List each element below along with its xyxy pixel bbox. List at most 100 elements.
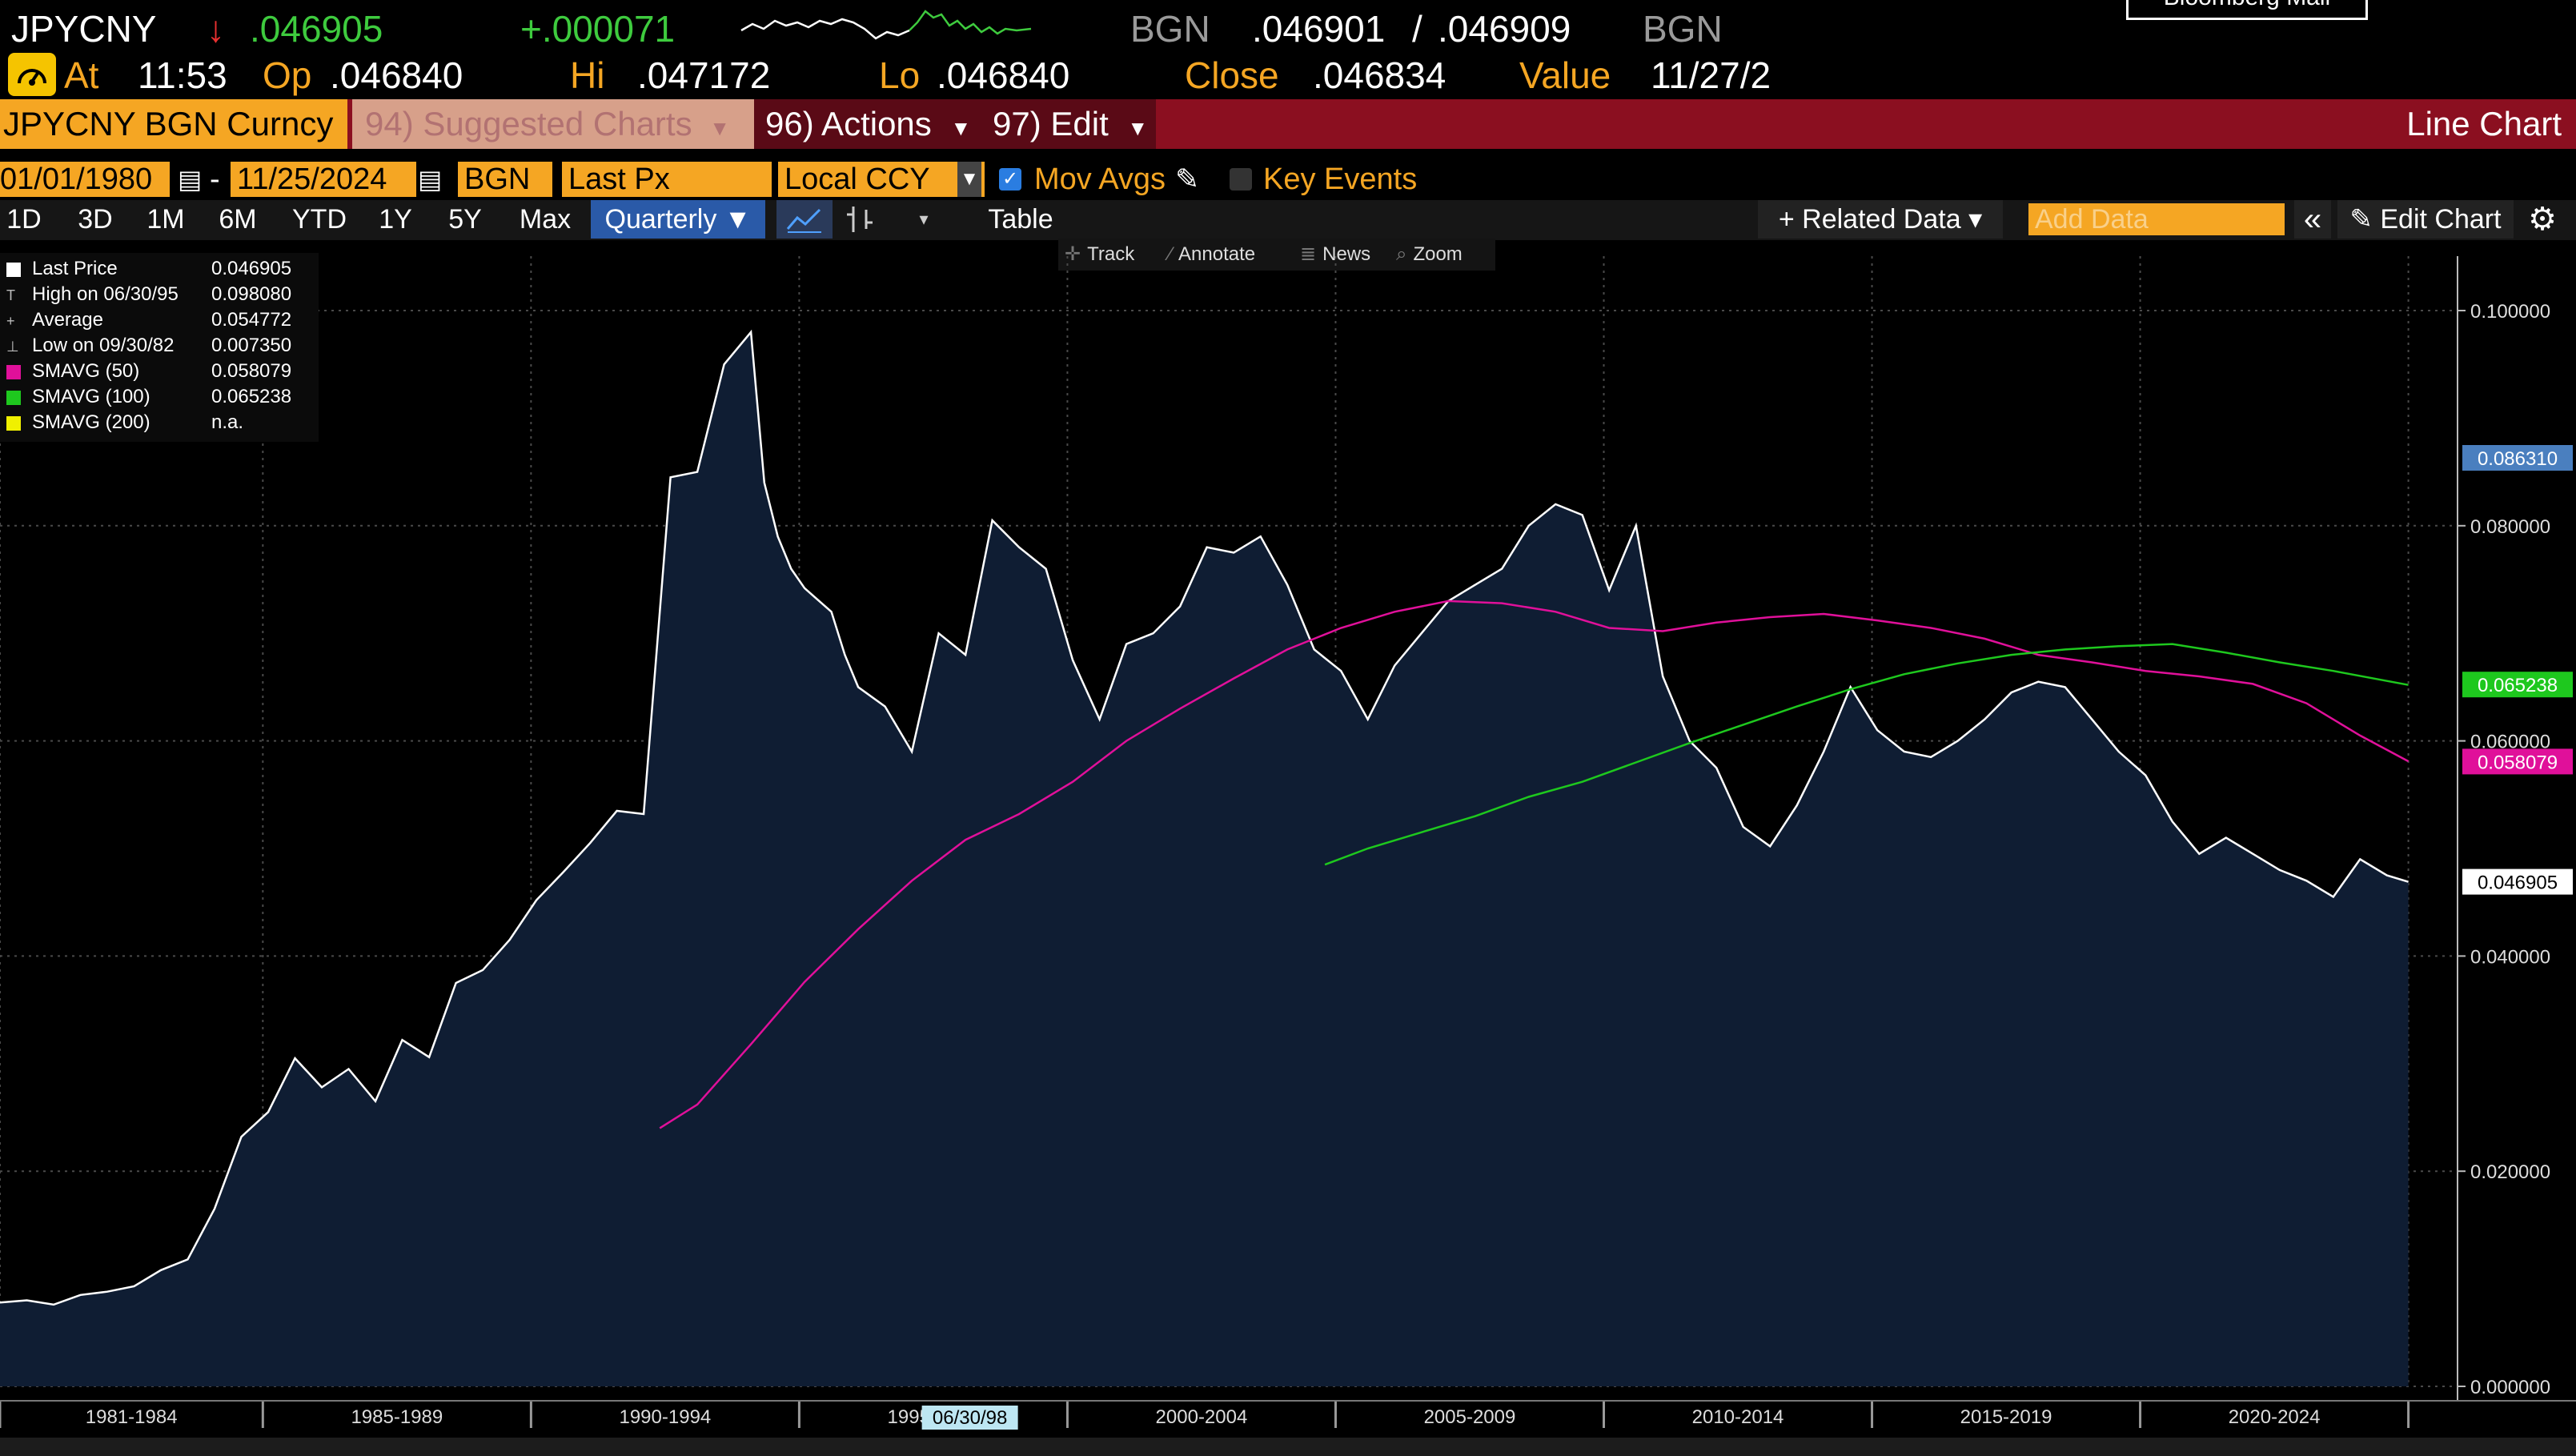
low-label: Lo xyxy=(879,54,921,96)
line-chart-icon[interactable] xyxy=(776,200,833,239)
x-tick-label: 2010-2014 xyxy=(1692,1406,1784,1428)
at-label: At xyxy=(64,54,99,96)
table-button[interactable]: Table xyxy=(988,204,1053,235)
period-1y-button[interactable]: 1Y xyxy=(379,204,412,235)
add-data-input[interactable]: Add Data xyxy=(2028,203,2285,235)
legend-value: 0.065238 xyxy=(211,386,292,407)
collapse-panel-icon[interactable]: « xyxy=(2294,200,2331,239)
x-tick-label: 2000-2004 xyxy=(1156,1406,1248,1428)
x-tick-label: 2005-2009 xyxy=(1424,1406,1516,1428)
x-tick-label: 2020-2024 xyxy=(2229,1406,2321,1428)
price-area-fill xyxy=(0,331,2409,1386)
currency-selector[interactable]: Local CCY xyxy=(778,162,985,197)
legend-label: SMAVG (50) xyxy=(32,360,140,382)
edit-chart-button[interactable]: ✎ Edit Chart xyxy=(2337,200,2514,239)
calendar-icon[interactable]: ▤ xyxy=(178,165,203,194)
zoom-label: Zoom xyxy=(1413,243,1463,265)
cursor-date-label: 06/30/98 xyxy=(933,1407,1007,1429)
track-tool[interactable]: ✛ Track xyxy=(1065,240,1134,269)
edit-menu[interactable]: 97) Edit ▼ xyxy=(981,99,1156,149)
y-tick-label: 0.000000 xyxy=(2470,1377,2550,1398)
status-strip xyxy=(0,1438,2576,1456)
y-tick-label: 0.080000 xyxy=(2470,516,2550,538)
period-max-button[interactable]: Max xyxy=(519,204,572,235)
suggested-charts-label: 94) Suggested Charts xyxy=(365,105,692,142)
legend-swatch xyxy=(6,415,21,431)
legend-label: Low on 09/30/82 xyxy=(32,335,175,356)
chart-type-label: Line Chart xyxy=(2406,105,2562,142)
period-1d-button[interactable]: 1D xyxy=(6,204,42,235)
cursor-date-marker xyxy=(921,1406,1018,1430)
crosshair-icon: ✛ xyxy=(1065,243,1081,265)
annotate-tool[interactable]: ⁄ Annotate xyxy=(1169,240,1255,269)
axis-value-badge-label: 0.086310 xyxy=(2478,448,2558,470)
period-ytd-button[interactable]: YTD xyxy=(292,204,347,235)
high-price: .047172 xyxy=(637,54,771,96)
legend-item[interactable]: ⊥ Low on 09/30/82 0.007350 xyxy=(6,333,291,359)
related-data-button[interactable]: + Related Data ▾ xyxy=(1758,200,2003,239)
start-date-field[interactable]: 01/01/1980 xyxy=(0,162,170,197)
x-tick-label: 1990-1994 xyxy=(619,1406,711,1428)
track-label: Track xyxy=(1087,243,1135,265)
key-events-checkbox[interactable] xyxy=(1230,168,1252,191)
frequency-dropdown[interactable]: Quarterly ▼ xyxy=(591,200,765,239)
end-date-field[interactable]: 11/25/2024 xyxy=(231,162,416,197)
ask-source: BGN xyxy=(1643,8,1723,50)
annotate-icon: ⁄ xyxy=(1169,243,1173,265)
zoom-tool[interactable]: ⌕ Zoom xyxy=(1396,240,1463,269)
down-arrow-icon: ↓ xyxy=(207,8,225,50)
period-6m-button[interactable]: 6M xyxy=(219,204,257,235)
candlestick-icon[interactable] xyxy=(837,200,882,239)
y-tick-label: 0.100000 xyxy=(2470,301,2550,323)
open-label: Op xyxy=(263,54,312,96)
legend-item[interactable]: T High on 06/30/95 0.098080 xyxy=(6,282,291,307)
legend-item[interactable]: SMAVG (100) 0.065238 xyxy=(6,384,291,410)
suggested-charts-menu[interactable]: 94) Suggested Charts ▼ xyxy=(352,99,757,149)
axis-value-badge xyxy=(2462,748,2573,775)
security-field[interactable]: JPYCNY BGN Curncy xyxy=(0,99,347,149)
legend-swatch xyxy=(6,262,21,277)
legend-value: 0.007350 xyxy=(211,335,292,356)
legend-item[interactable]: SMAVG (200) n.a. xyxy=(6,410,243,435)
actions-label: 96) Actions xyxy=(765,105,932,142)
low-price: .046840 xyxy=(937,54,1070,96)
legend-value: 0.054772 xyxy=(211,309,292,331)
chevron-down-icon[interactable]: ▼ xyxy=(957,162,981,197)
chevron-down-icon[interactable]: ▾ xyxy=(919,209,929,229)
legend-value: 0.046905 xyxy=(211,258,292,279)
legend-value: 0.058079 xyxy=(211,360,292,382)
chart-legend xyxy=(0,253,319,442)
open-price: .046840 xyxy=(330,54,463,96)
legend-item[interactable]: + Average 0.054772 xyxy=(6,307,291,333)
legend-swatch: ⊥ xyxy=(6,338,19,355)
pencil-icon: ✎ xyxy=(2349,204,2373,235)
chart-axes: 0.0000000.0200000.0400000.0600000.080000… xyxy=(0,256,2576,1456)
legend-item[interactable]: SMAVG (50) 0.058079 xyxy=(6,359,291,384)
bid-price: .046901 xyxy=(1252,8,1386,50)
news-tool[interactable]: ≣ News xyxy=(1300,240,1370,269)
legend-label: Average xyxy=(32,309,103,331)
legend-item[interactable]: Last Price 0.046905 xyxy=(6,256,291,282)
calendar-icon[interactable]: ▤ xyxy=(418,165,443,194)
gear-icon[interactable]: ⚙ xyxy=(2528,202,2557,237)
bloomberg-mail-button[interactable]: Bloomberg Mail xyxy=(2126,0,2368,20)
date-separator: - xyxy=(210,162,220,196)
period-3d-button[interactable]: 3D xyxy=(78,204,113,235)
mov-avgs-checkbox[interactable]: ✓ xyxy=(999,168,1021,191)
period-1m-button[interactable]: 1M xyxy=(146,204,185,235)
chevron-down-icon: ▼ xyxy=(709,116,730,140)
mov-avgs-label: Mov Avgs xyxy=(1034,162,1166,196)
news-label: News xyxy=(1322,243,1371,265)
field-selector[interactable]: Last Px xyxy=(562,162,772,197)
actions-menu[interactable]: 96) Actions ▼ xyxy=(754,99,985,149)
axis-value-badge-label: 0.058079 xyxy=(2478,752,2558,773)
price-chart[interactable]: 0.0000000.0200000.0400000.0600000.080000… xyxy=(0,240,2576,1456)
value-date: 11/27/2 xyxy=(1651,54,1772,96)
pencil-icon[interactable]: ✎ xyxy=(1175,162,1200,195)
speedometer-icon[interactable] xyxy=(8,53,56,96)
period-5y-button[interactable]: 5Y xyxy=(448,204,482,235)
source-field[interactable]: BGN xyxy=(458,162,552,197)
y-tick-label: 0.040000 xyxy=(2470,946,2550,968)
x-tick-label: 1981-1984 xyxy=(86,1406,178,1428)
close-price: .046834 xyxy=(1313,54,1446,96)
